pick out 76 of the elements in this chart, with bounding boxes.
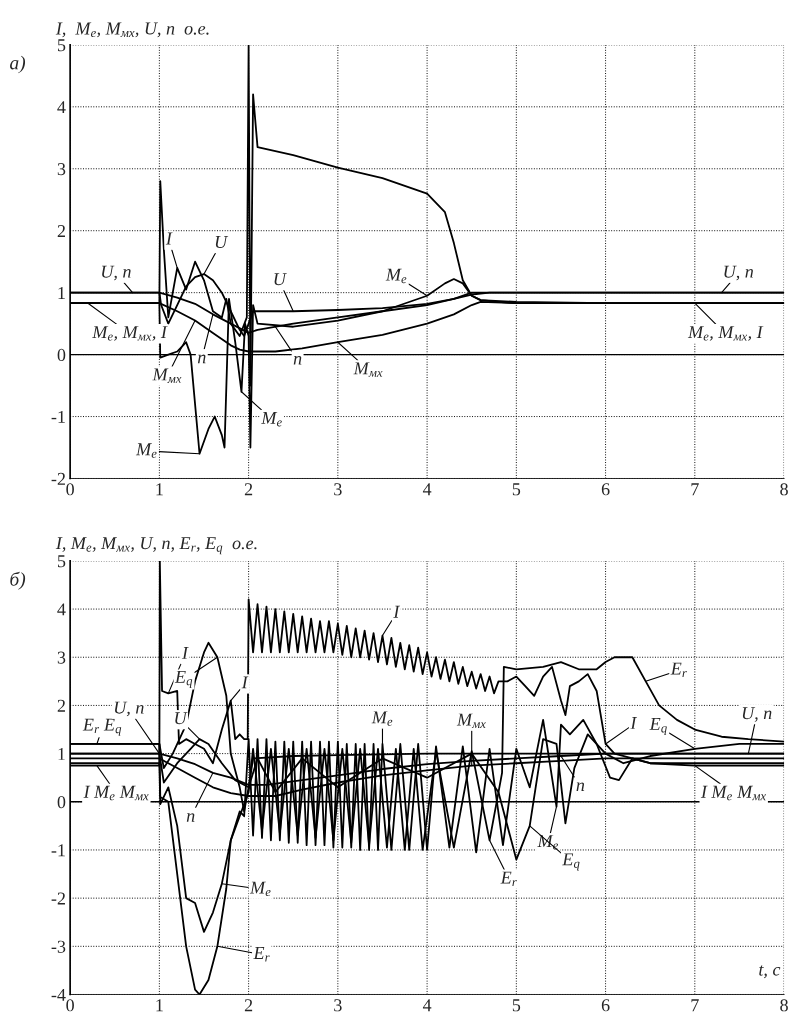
annotation: M$_{e}$, M$_{мх}$, I — [687, 326, 764, 341]
x-axis-title: t, с — [759, 965, 781, 979]
text: I, M$_{e}$, M$_{мх}$, U, n, E$_{r}$, E$_{q}$ о.е. — [55, 537, 257, 555]
annotation: E$_{r}$ — [670, 662, 687, 677]
y-tick-label: 1 — [58, 747, 65, 760]
x-tick-label: 5 — [512, 483, 521, 496]
y-axis-title: I, M$_{e}$, M$_{мх}$, U, n о.е. — [55, 22, 209, 38]
annotation: M$_{мх}$ — [152, 368, 182, 383]
annotation: I — [241, 676, 249, 689]
x-tick-label: 2 — [244, 483, 253, 496]
annotation: U — [215, 236, 229, 249]
x-tick-label: 0 — [66, 999, 74, 1012]
annotation: U, n — [114, 701, 144, 717]
annotation: M$_{мх}$ — [456, 713, 486, 729]
annotation: E$_{r}$ E$_{q}$ — [82, 718, 122, 736]
x-tick-label: 1 — [156, 483, 163, 496]
y-tick-label: -2 — [51, 892, 65, 905]
annotation: M$_{e}$ — [385, 268, 407, 284]
annotation: E$_{q}$ — [562, 853, 580, 871]
x-tick-label: 3 — [334, 483, 342, 496]
annotation: I — [630, 717, 638, 729]
x-tick-label: 2 — [244, 999, 253, 1012]
y-tick-label: -1 — [51, 844, 65, 857]
annotation: E$_{q}$ — [174, 670, 193, 688]
annotation: I M$_{e}$ M$_{мх}$ — [83, 785, 149, 801]
text: б) — [10, 571, 26, 590]
y-tick-label: 4 — [57, 101, 66, 114]
annotation: n — [197, 354, 206, 364]
annotation: n — [576, 782, 585, 791]
annotation: I M$_{e}$ M$_{мх}$ — [700, 785, 766, 801]
x-tick-label: 0 — [66, 483, 74, 496]
x-tick-label: 8 — [780, 483, 788, 496]
y-tick-label: 4 — [57, 603, 66, 616]
annotation: I — [165, 232, 173, 245]
annotation: I — [181, 647, 189, 659]
y-tick-label: 3 — [57, 163, 66, 176]
y-tick-label: -4 — [51, 988, 66, 1001]
annotation: M$_{e}$ — [135, 443, 157, 458]
text: а) — [10, 55, 26, 74]
x-tick-label: 6 — [601, 999, 610, 1012]
y-tick-label: -2 — [51, 472, 65, 485]
annotation: E$_{r}$ — [253, 947, 270, 962]
x-tick-label: 7 — [691, 483, 699, 496]
x-tick-label: 4 — [422, 483, 432, 496]
annotation: U, n — [724, 265, 754, 281]
annotation: M$_{e}$, M$_{мх}$, I — [92, 326, 168, 341]
annotation: M$_{мх}$ — [353, 362, 383, 377]
x-tick-label: 4 — [422, 999, 432, 1012]
annotation: M$_{e}$ — [261, 411, 282, 427]
annotation: U, n — [102, 265, 131, 281]
x-tick-label: 3 — [334, 999, 342, 1012]
y-tick-label: -1 — [51, 410, 65, 423]
annotation: M$_{e}$ — [371, 711, 393, 726]
x-tick-label: 5 — [512, 999, 521, 1012]
annotation: n — [186, 813, 195, 822]
y-tick-label: 2 — [57, 225, 65, 237]
y-tick-label: 0 — [57, 348, 66, 362]
y-tick-label: 5 — [57, 39, 66, 52]
annotation: U — [175, 712, 188, 725]
annotation: E$_{r}$ — [500, 871, 517, 886]
y-tick-label: 1 — [58, 287, 65, 299]
x-tick-label: 7 — [691, 999, 699, 1012]
y-tick-label: 5 — [57, 555, 66, 568]
x-tick-label: 6 — [601, 483, 610, 496]
annotation: n — [293, 355, 302, 365]
x-tick-label: 1 — [156, 999, 163, 1012]
y-tick-label: -3 — [51, 940, 66, 953]
annotation: I — [393, 605, 401, 618]
x-tick-label: 8 — [780, 999, 788, 1012]
annotation: U — [274, 273, 287, 286]
annotation: M$_{e}$ — [249, 881, 271, 897]
y-tick-label: 0 — [57, 796, 66, 809]
y-tick-label: 3 — [57, 651, 66, 664]
y-tick-label: 2 — [57, 699, 65, 712]
annotation: U, n — [742, 707, 772, 722]
annotation: E$_{q}$ — [649, 717, 667, 735]
